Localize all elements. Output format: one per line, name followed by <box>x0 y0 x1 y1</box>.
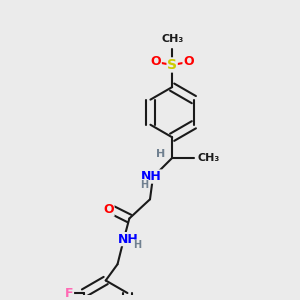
Text: H: H <box>133 240 141 250</box>
Text: O: O <box>183 56 194 68</box>
Text: NH: NH <box>118 232 138 246</box>
Text: CH₃: CH₃ <box>197 153 220 163</box>
Text: O: O <box>151 56 161 68</box>
Text: S: S <box>167 58 177 72</box>
Text: O: O <box>103 203 114 216</box>
Text: H: H <box>140 179 148 190</box>
Text: CH₃: CH₃ <box>161 34 183 44</box>
Text: H: H <box>156 148 165 158</box>
Text: NH: NH <box>141 170 162 183</box>
Text: F: F <box>65 286 74 299</box>
